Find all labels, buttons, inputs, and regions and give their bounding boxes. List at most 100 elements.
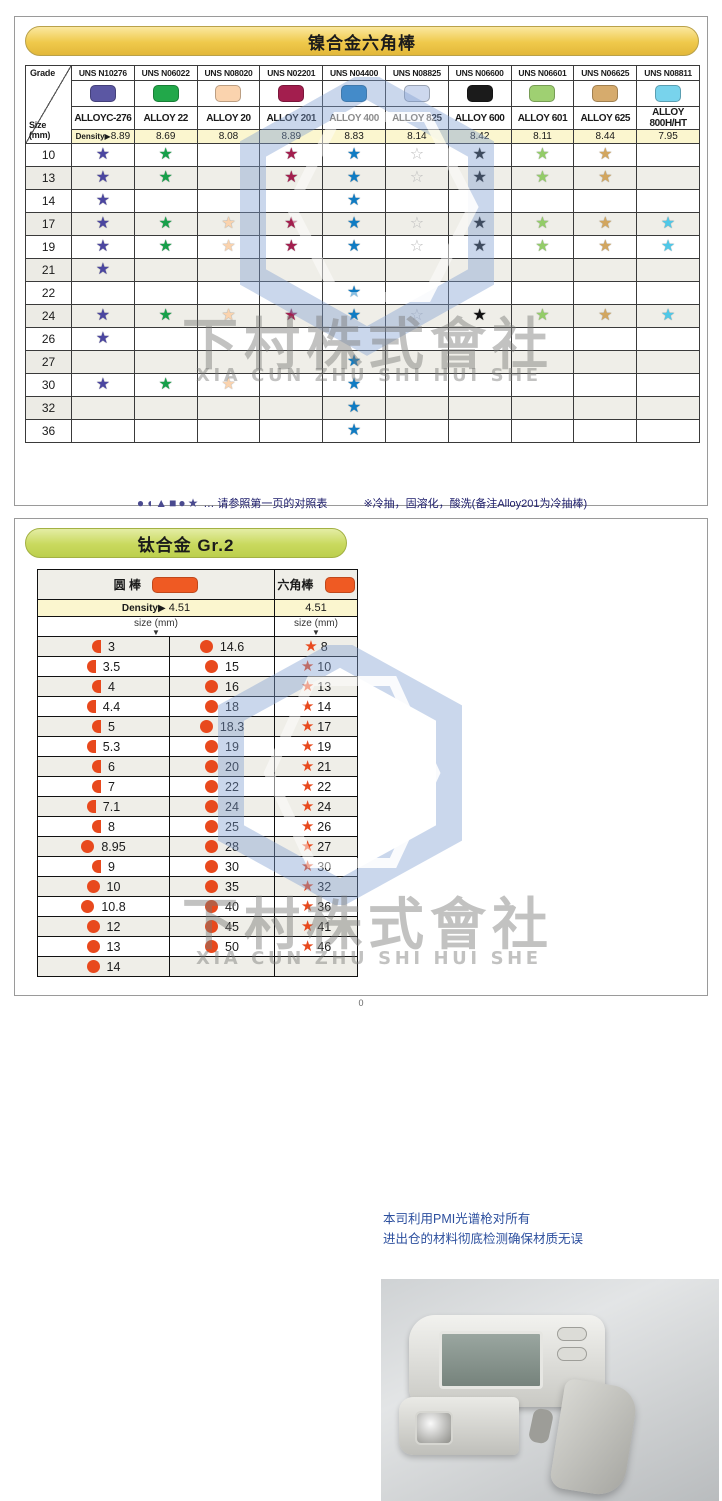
size-value: 35 <box>225 879 239 894</box>
size-word-round: size <box>134 617 152 629</box>
nickel-footnote: ●◖▲■●★ … 请参照第一页的对照表 ※冷抽，固溶化，酸洗(备注Alloy20… <box>25 495 699 511</box>
nickel-alloy-table: Grade Size (mm) UNS N10276 UNS N06022 UNS … <box>25 65 700 443</box>
availability-cell <box>573 396 638 420</box>
availability-cell <box>636 258 700 282</box>
availability-cell: ★ <box>71 166 135 190</box>
pmi-line-1: 本司利用PMI光谱枪对所有 <box>383 1212 531 1226</box>
alloy-density-7: 8.42 <box>447 129 512 144</box>
uns-code-9: UNS N06625 <box>573 65 638 81</box>
hex-size-cell: ★ 14 <box>274 696 358 717</box>
availability-cell <box>573 189 638 213</box>
availability-cell: ★ <box>447 166 512 190</box>
availability-star-icon: ☆ <box>409 238 425 255</box>
availability-star-icon: ★ <box>95 146 111 163</box>
hex-star-icon: ★ <box>304 638 318 655</box>
availability-cell: ★ <box>71 373 135 397</box>
full-circle-icon <box>205 820 219 833</box>
size-value: 19 <box>317 739 332 754</box>
half-circle-icon <box>86 800 96 813</box>
round-size-cell-b: 14.6 <box>169 636 275 657</box>
availability-cell <box>384 281 449 305</box>
gun-button-upper <box>557 1327 587 1341</box>
uns-code-row: Grade Size (mm) UNS N10276 UNS N06022 UNS … <box>25 65 700 144</box>
round-density-cell: Density▶ 4.51 <box>37 599 275 617</box>
full-circle-icon <box>81 840 95 853</box>
availability-cell: ★ <box>322 419 386 443</box>
hex-size-cell: ★ 17 <box>274 716 358 737</box>
availability-cell <box>196 166 261 190</box>
list-item: 14 <box>37 956 358 977</box>
availability-star-icon: ★ <box>472 238 487 255</box>
full-circle-icon <box>205 740 219 753</box>
table-row: 10 ★ ★ ★ ★ ☆ ★ ★ ★ <box>25 143 700 167</box>
hex-star-icon: ★ <box>300 858 315 875</box>
availability-cell <box>259 189 324 213</box>
footnote-left: ●◖▲■●★ … 请参照第一页的对照表 <box>137 495 328 511</box>
availability-cell: ★ <box>510 143 575 167</box>
grade-label: Grade <box>30 68 56 78</box>
availability-star-icon: ★ <box>95 192 111 209</box>
shape-legend-icons: ●◖▲■●★ <box>136 496 201 510</box>
full-circle-icon <box>81 900 95 913</box>
row-size-label: 19 <box>25 235 72 259</box>
availability-cell <box>447 327 512 351</box>
nickel-alloy-section: 镍合金六角棒 Grade Size (mm) UNS N10276 UNS N06… <box>14 16 708 510</box>
corner-diagonal-line <box>26 66 71 143</box>
hex-star-icon: ★ <box>300 738 315 755</box>
availability-cell: ★ <box>196 235 261 259</box>
availability-cell <box>573 419 638 443</box>
row-size-label: 17 <box>25 212 72 236</box>
table-row: 32 ★ <box>25 396 700 420</box>
availability-star-icon: ★ <box>346 215 362 232</box>
availability-cell <box>384 419 449 443</box>
list-item: 5.3 19 ★ 19 <box>37 736 358 757</box>
round-size-cell-b: 24 <box>169 796 275 817</box>
down-triangle-icon-hex: ▼ <box>312 627 320 637</box>
availability-star-icon: ★ <box>95 215 111 232</box>
availability-cell: ★ <box>510 166 575 190</box>
availability-cell <box>259 350 324 374</box>
size-value: 50 <box>225 939 239 954</box>
alloy-name-8: ALLOY 601 <box>510 106 575 130</box>
hex-bar-label: 六角棒 <box>277 577 314 592</box>
availability-star-icon: ★ <box>158 376 173 393</box>
round-size-cell-a: 8 <box>37 816 170 837</box>
half-circle-icon <box>92 760 102 773</box>
availability-star-icon: ★ <box>472 307 487 324</box>
hex-star-icon: ★ <box>300 718 315 735</box>
availability-cell <box>573 373 638 397</box>
availability-cell: ★ <box>322 350 386 374</box>
round-size-cell-a: 7 <box>37 776 170 797</box>
availability-star-icon: ★ <box>158 169 173 186</box>
availability-star-icon: ★ <box>598 307 613 324</box>
titanium-alloy-section: 钛合金 Gr.2 圆 棒 六角棒 Den <box>14 518 719 1501</box>
density-value-round: 4.51 <box>168 602 191 614</box>
availability-cell <box>447 258 512 282</box>
size-value: 13 <box>106 939 121 954</box>
round-size-cell-a: 5.3 <box>37 736 170 757</box>
half-circle-icon <box>92 820 102 833</box>
full-circle-icon <box>205 900 219 913</box>
availability-cell <box>510 189 575 213</box>
size-value: 14.6 <box>219 639 245 654</box>
availability-cell: ★ <box>259 166 324 190</box>
availability-star-icon: ★ <box>158 238 173 255</box>
availability-cell: ☆ <box>384 304 449 328</box>
hex-star-icon: ★ <box>300 878 315 895</box>
availability-cell <box>636 166 700 190</box>
size-value: 46 <box>317 939 332 954</box>
availability-star-icon: ★ <box>221 376 236 393</box>
row-size-label: 32 <box>25 396 72 420</box>
availability-cell: ★ <box>322 373 386 397</box>
row-size-label: 10 <box>25 143 72 167</box>
size-value: 30 <box>317 859 332 874</box>
availability-cell <box>636 419 700 443</box>
availability-cell <box>636 350 700 374</box>
size-value: 25 <box>225 819 239 834</box>
hex-size-cell: ★ 10 <box>274 656 358 677</box>
hex-size-cell: ★ 32 <box>274 876 358 897</box>
hex-size-cell: ★ 8 <box>274 636 358 657</box>
uns-code-8: UNS N06601 <box>510 65 575 81</box>
footnote-reference-text: … 请参照第一页的对照表 <box>203 498 328 510</box>
hex-size-cell <box>274 956 358 977</box>
